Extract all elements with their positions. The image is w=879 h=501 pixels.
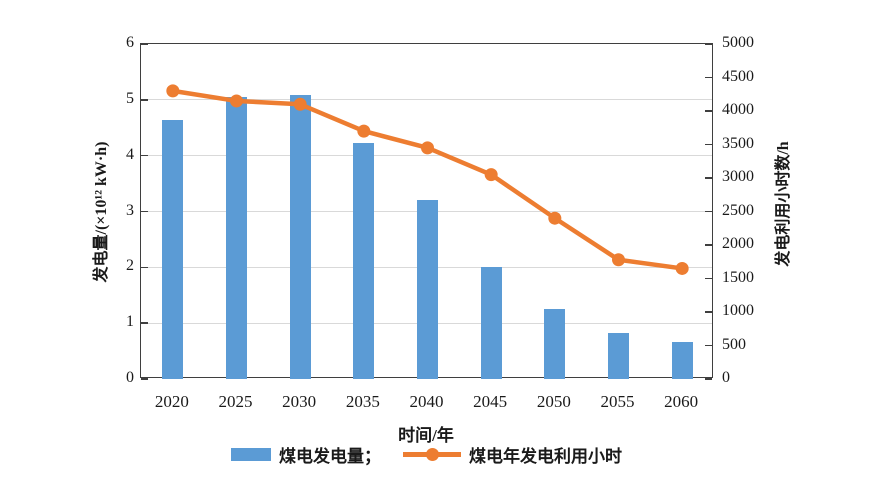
line-marker-2050 [548,211,562,225]
bar-2050 [544,309,566,379]
line-marker-2025 [230,94,243,108]
right-tick-label: 2000 [722,235,754,252]
right-tick [705,277,712,280]
right-tick [705,344,712,347]
legend-item-line: 煤电年发电利用小时 [403,442,622,467]
bar-2055 [608,332,629,379]
left-tick-label: 6 [126,34,134,51]
bar-2025 [226,97,247,379]
right-tick [705,143,712,146]
right-tick-label: 500 [722,335,746,353]
x-tick-label-2045: 2045 [473,392,508,411]
x-tick-label-2050: 2050 [536,392,571,411]
bar-2045 [480,267,502,379]
right-tick-label: 5000 [722,34,754,51]
right-axis-title: 发电利用小时数/h [775,141,792,267]
left-tick-label: 1 [126,313,134,331]
line-marker-2040 [421,141,434,155]
line-marker-2045 [484,168,498,182]
utilization-hours-line [166,84,689,275]
left-tick-label: 3 [126,201,134,219]
x-tick-label-2030: 2030 [282,392,317,411]
right-tick [705,311,712,313]
line-marker-2020 [166,84,180,98]
gridline [141,99,712,101]
bar-2060 [671,341,693,379]
x-axis-title: 时间/年 [398,426,454,445]
bar-2035 [353,143,375,379]
line-marker-2055 [612,253,625,267]
right-tick [705,177,712,179]
left-tick-label: 4 [126,145,134,163]
right-tick [705,244,712,246]
line-dot-icon [425,447,439,461]
line-marker-2035 [357,124,371,138]
gridline [141,155,712,157]
left-axis-title: 发电量/(×10¹² kW·h) [93,141,110,283]
left-tick [141,43,148,45]
bar-swatch-icon [231,447,271,461]
x-tick-label-2035: 2035 [345,392,380,411]
legend: 煤电发电量； 煤电年发电利用小时 [140,441,713,467]
bar-2020 [162,120,184,379]
right-tick-label: 3000 [722,168,754,185]
left-tick [141,378,148,380]
x-tick-label-2040: 2040 [409,392,444,411]
left-tick-label: 5 [126,89,134,107]
right-tick-label: 0 [722,369,730,386]
bar-2030 [289,95,311,379]
legend-line-label: 煤电年发电利用小时 [469,446,622,466]
left-tick [141,99,148,101]
bar-2040 [417,200,438,379]
right-tick-label: 1000 [722,302,754,319]
left-tick [141,210,148,213]
right-tick-label: 4000 [722,101,754,118]
x-tick-label-2025: 2025 [218,392,253,411]
left-tick-label: 0 [126,369,134,386]
right-tick [705,76,712,79]
left-tick [141,322,148,324]
right-tick [705,378,712,380]
right-tick [705,110,712,112]
x-tick-label-2060: 2060 [664,392,699,411]
plot-area [140,43,713,380]
line-marker-swatch-icon [403,447,461,461]
line-marker-2030 [293,97,307,111]
legend-bar-label: 煤电发电量； [279,446,381,466]
right-tick-label: 2500 [722,201,754,219]
line-path [172,88,683,271]
right-tick [705,210,712,213]
x-tick-label-2055: 2055 [600,392,635,411]
x-tick-label-2020: 2020 [154,392,189,411]
left-tick-label: 2 [126,257,134,275]
left-tick [141,266,148,269]
right-tick [705,43,712,45]
left-tick [141,154,148,157]
right-tick-label: 3500 [722,134,754,152]
right-tick-label: 1500 [722,268,754,286]
line-marker-2060 [675,261,689,275]
right-tick-label: 4500 [722,67,754,85]
legend-item-bar: 煤电发电量； [231,442,381,467]
